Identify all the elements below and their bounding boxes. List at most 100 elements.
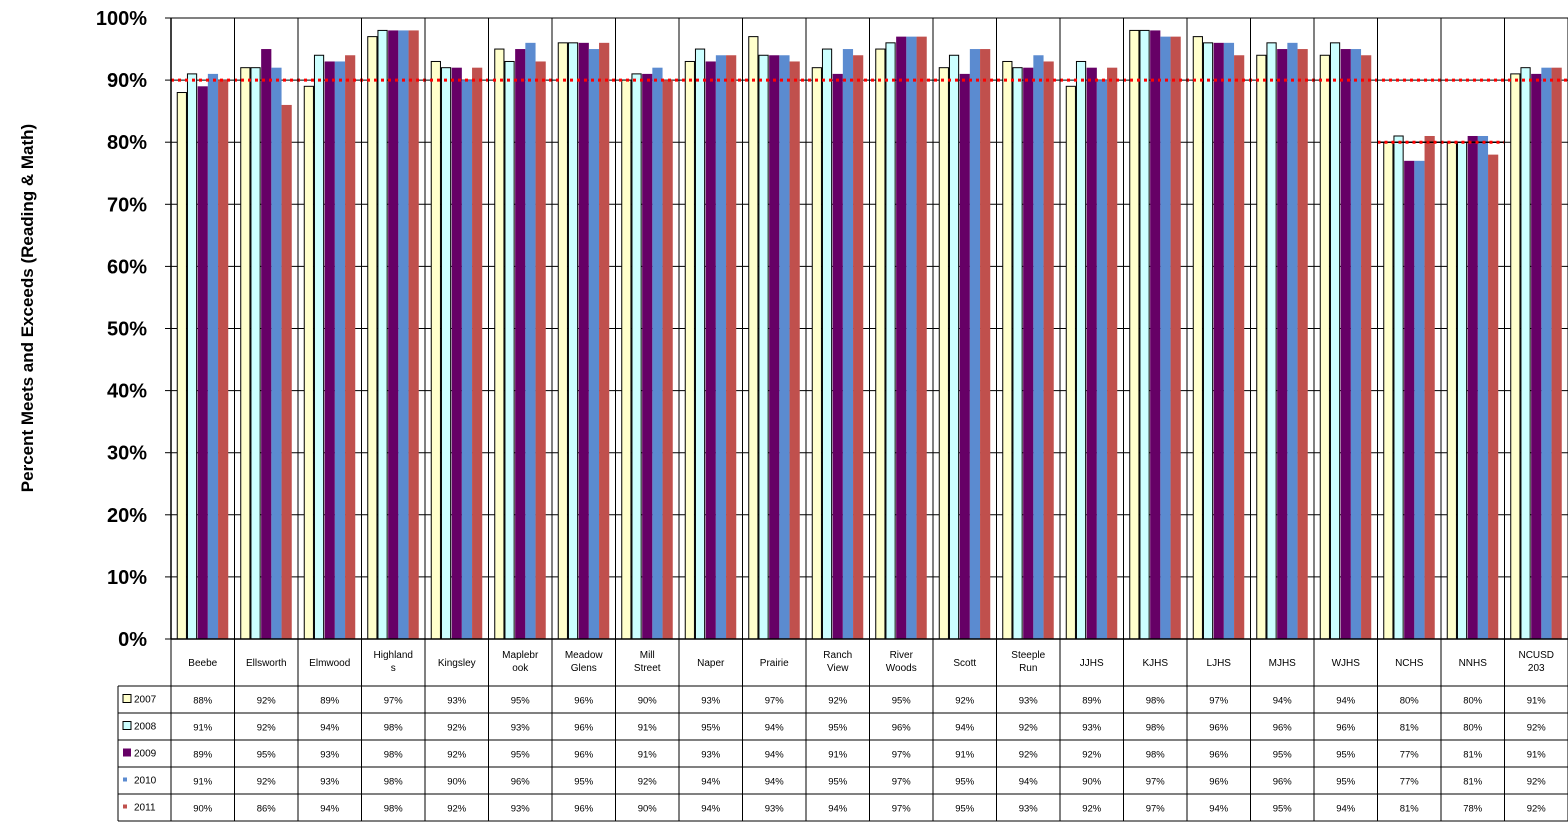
category-label: Naper: [697, 658, 725, 669]
legend-swatch: [122, 694, 132, 703]
category-label: Mill: [640, 650, 655, 661]
bar: [388, 30, 399, 640]
table-cell-value: 95%: [1336, 777, 1356, 788]
bar: [430, 60, 441, 640]
bar: [1319, 54, 1330, 640]
bar: [1551, 67, 1562, 640]
bar: [885, 42, 896, 640]
bar: [811, 67, 822, 640]
bar: [769, 55, 780, 639]
table-cell-value: 96%: [892, 723, 912, 734]
bar: [1139, 29, 1150, 640]
table-cell-value: 96%: [1209, 777, 1229, 788]
table-cell-value: 77%: [1400, 777, 1420, 788]
table-cell-value: 96%: [574, 804, 594, 815]
table-cell-value: 92%: [828, 696, 848, 707]
bar: [1424, 135, 1435, 640]
bar: [1446, 141, 1457, 640]
bar: [896, 36, 907, 639]
category-label: Ranch: [823, 650, 852, 661]
bar: [461, 80, 473, 640]
category-label: Beebe: [188, 658, 217, 669]
y-tick-label: 40%: [107, 381, 147, 403]
bar: [959, 73, 970, 639]
table-cell-value: 90%: [638, 804, 658, 815]
bar: [758, 54, 769, 640]
bar: [1086, 67, 1097, 640]
table-cell-value: 95%: [892, 696, 912, 707]
table-cell-value: 86%: [257, 804, 277, 815]
bar: [197, 86, 208, 639]
table-cell-value: 91%: [193, 777, 213, 788]
bar: [1510, 73, 1521, 640]
bar: [1350, 49, 1362, 640]
legend-label: 2009: [134, 749, 157, 760]
table-cell-value: 94%: [1209, 804, 1229, 815]
bar: [207, 73, 219, 639]
category-label: JJHS: [1080, 658, 1104, 669]
y-tick-label: 100%: [96, 8, 147, 30]
table-cell-value: 80%: [1463, 723, 1483, 734]
table-cell-value: 94%: [701, 804, 721, 815]
table-cell-value: 91%: [638, 750, 658, 761]
bar: [642, 73, 653, 639]
bar: [1488, 154, 1499, 639]
table-cell-value: 96%: [574, 696, 594, 707]
bar: [779, 55, 790, 639]
table-cell-value: 92%: [1082, 750, 1102, 761]
table-cell-value: 90%: [1082, 777, 1102, 788]
table-cell-value: 94%: [1273, 696, 1293, 707]
table-cell-value: 93%: [1019, 804, 1039, 815]
y-tick-label: 80%: [107, 132, 147, 154]
table-cell-value: 94%: [320, 804, 340, 815]
bar: [715, 55, 727, 639]
category-label: NCHS: [1395, 658, 1424, 669]
table-cell-value: 96%: [574, 750, 594, 761]
bar: [1223, 42, 1235, 639]
y-tick-label: 30%: [107, 443, 147, 465]
legend-label: 2007: [134, 695, 157, 706]
table-cell-value: 81%: [1400, 804, 1420, 815]
table-cell-value: 98%: [1146, 750, 1166, 761]
category-label: Maplebr: [502, 650, 539, 661]
bar: [1043, 61, 1054, 640]
table-cell-value: 92%: [447, 804, 467, 815]
table-cell-value: 97%: [892, 804, 912, 815]
bar: [345, 55, 356, 639]
table-cell-value: 98%: [1146, 723, 1166, 734]
table-cell-value: 92%: [257, 777, 277, 788]
bar: [557, 42, 568, 640]
table-cell-value: 89%: [1082, 696, 1102, 707]
table-cell-value: 92%: [447, 723, 467, 734]
bar: [313, 54, 325, 640]
bar: [1192, 36, 1203, 640]
bar: [1414, 160, 1425, 639]
bar: [1297, 49, 1308, 640]
bar: [875, 48, 886, 640]
legend-swatch: [123, 748, 131, 757]
bar: [1277, 49, 1288, 640]
category-label: Glens: [571, 663, 597, 674]
y-axis-title: Percent Meets and Exceeds (Reading & Mat…: [18, 124, 37, 492]
legend-swatch: [123, 777, 127, 782]
bar: [906, 36, 917, 639]
category-label: Run: [1019, 663, 1037, 674]
bar: [1520, 67, 1531, 640]
table-cell-value: 93%: [511, 723, 531, 734]
table-cell-value: 97%: [1209, 696, 1229, 707]
table-cell-value: 98%: [1146, 696, 1166, 707]
table-cell-value: 96%: [1209, 750, 1229, 761]
table-cell-value: 96%: [1273, 777, 1293, 788]
bar: [1393, 135, 1404, 640]
bar: [261, 49, 272, 640]
table-cell-value: 93%: [1082, 723, 1102, 734]
category-label: Steeple: [1011, 650, 1045, 661]
table-cell-value: 93%: [447, 696, 467, 707]
legend-swatch: [123, 804, 127, 809]
table-cell-value: 92%: [1019, 750, 1039, 761]
y-axis-ticks: 0% 10% 20% 30% 40% 50% 60% 70% 80% 90% 100%: [96, 8, 171, 651]
table-cell-value: 95%: [701, 723, 721, 734]
bar: [1023, 67, 1034, 640]
bar: [789, 61, 800, 640]
